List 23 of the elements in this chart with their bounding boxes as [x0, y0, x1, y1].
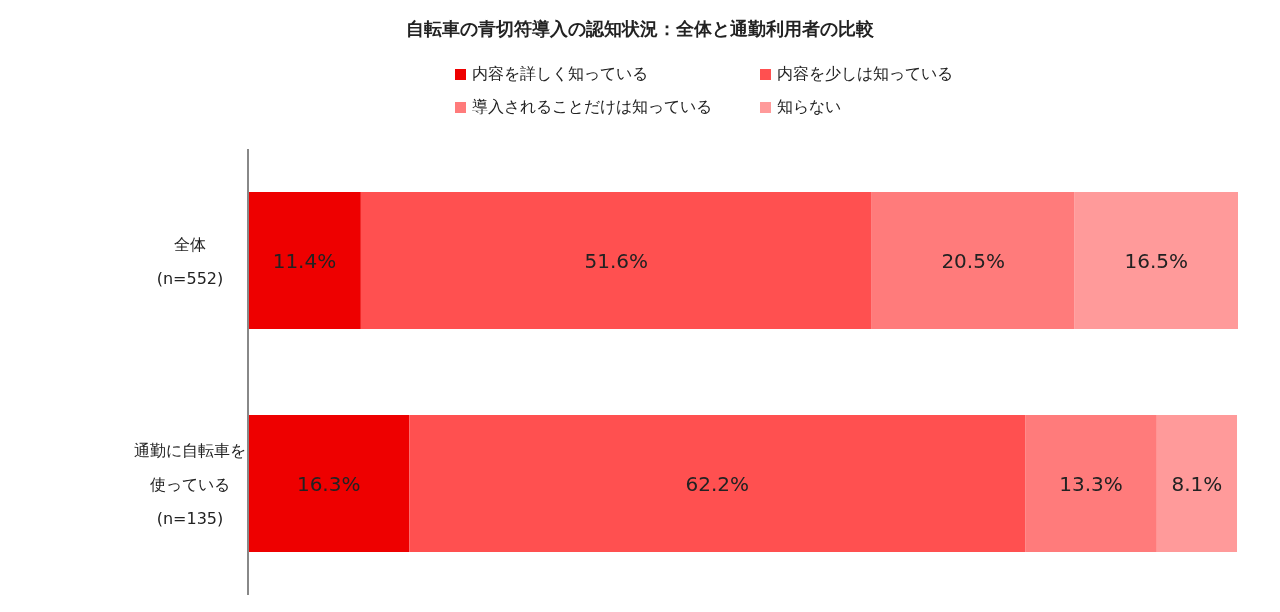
- bar: [1025, 415, 1157, 552]
- bar: [409, 415, 1026, 552]
- y-tick-label: 全体 (n=552): [156, 234, 224, 287]
- data-label: 51.6%: [584, 248, 649, 273]
- bar: [871, 192, 1075, 329]
- bar: [248, 415, 410, 552]
- chart-title: 自転車の青切符導入の認知状況：全体と通勤利用者の比較: [405, 17, 875, 41]
- data-label: 20.5%: [941, 248, 1005, 273]
- y-tick-label: 通勤に自転車を使っている (n=135): [134, 440, 246, 527]
- bar: [248, 192, 361, 329]
- data-label: 62.2%: [685, 471, 750, 496]
- data-label: 11.4%: [272, 248, 337, 273]
- bar: [360, 192, 872, 329]
- legend-label: 知らない: [777, 97, 841, 118]
- data-label: 8.1%: [1171, 471, 1223, 496]
- bar: [1074, 192, 1238, 329]
- data-label: 16.3%: [296, 471, 361, 496]
- legend-label: 内容を少しは知っている: [777, 64, 953, 85]
- data-label: 13.3%: [1059, 471, 1123, 496]
- data-label: 16.5%: [1124, 248, 1189, 273]
- legend-label: 導入されることだけは知っている: [472, 97, 712, 118]
- bar: [1156, 415, 1238, 552]
- legend-label: 内容を詳しく知っている: [472, 64, 648, 85]
